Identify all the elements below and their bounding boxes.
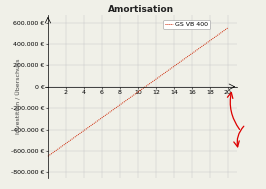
Title: Amortisation: Amortisation (108, 5, 174, 14)
Legend: GS VB 400: GS VB 400 (163, 20, 210, 29)
Text: Investition / Überschuss: Investition / Überschuss (16, 59, 21, 134)
